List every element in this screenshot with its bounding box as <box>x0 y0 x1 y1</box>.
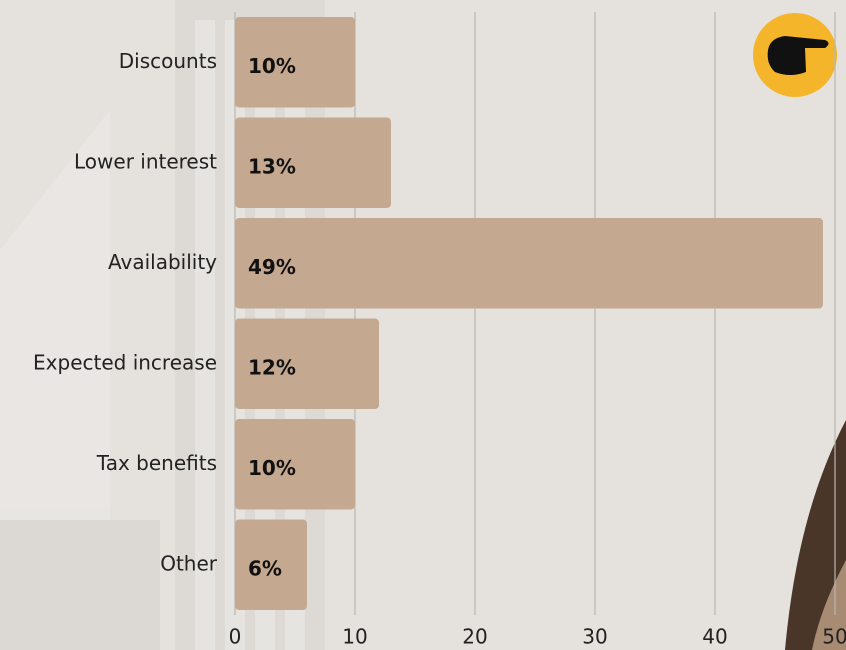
value-label: 49% <box>248 255 296 279</box>
person-silhouette <box>785 420 846 650</box>
y-tick-label: Availability <box>108 250 217 274</box>
bar <box>235 419 355 510</box>
bar <box>235 519 307 610</box>
y-tick-label: Lower interest <box>74 149 217 173</box>
y-tick-label: Other <box>160 551 218 575</box>
bar <box>235 218 823 309</box>
x-tick-label: 50 <box>822 625 846 649</box>
plot-area: 0 10 20 30 40 50 Discounts 10% Lower interest 13%… <box>33 12 846 649</box>
x-tick-label: 0 <box>229 625 242 649</box>
bar <box>235 318 379 409</box>
value-label: 10% <box>248 54 296 78</box>
y-tick-label: Tax benefits <box>96 451 217 475</box>
bar <box>235 117 391 208</box>
value-label: 6% <box>248 556 282 580</box>
bar <box>235 17 355 108</box>
value-label: 12% <box>248 355 296 379</box>
y-tick-label: Discounts <box>119 49 217 73</box>
x-tick-label: 10 <box>342 625 367 649</box>
x-tick-label: 40 <box>702 625 727 649</box>
x-tick-label: 20 <box>462 625 487 649</box>
value-label: 13% <box>248 154 296 178</box>
pointing-icon <box>753 13 837 97</box>
value-label: 10% <box>248 456 296 480</box>
x-tick-label: 30 <box>582 625 607 649</box>
y-tick-label: Expected increase <box>33 350 217 374</box>
